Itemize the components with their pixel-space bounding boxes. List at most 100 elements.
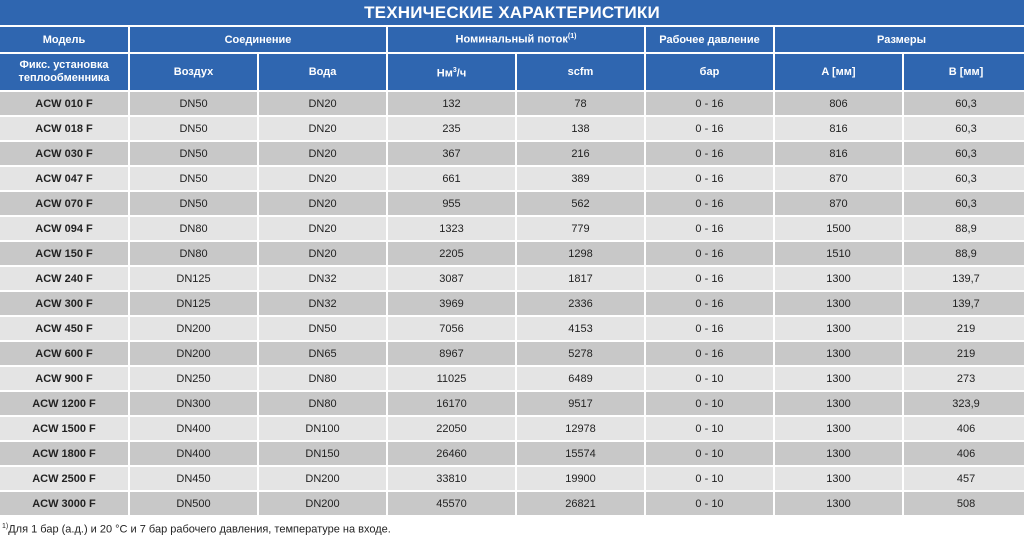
cell-water: DN65: [259, 342, 386, 365]
cell-dim-a: 1300: [775, 492, 902, 515]
cell-dim-a: 1300: [775, 317, 902, 340]
cell-flow-scfm: 6489: [517, 367, 644, 390]
cell-flow-scfm: 78: [517, 92, 644, 115]
header-air: Воздух: [130, 54, 257, 90]
cell-flow-nm3: 235: [388, 117, 515, 140]
table-row: ACW 094 F DN80 DN20 1323 779 0 - 16 1500 88,9: [0, 217, 1024, 240]
cell-model: ACW 047 F: [0, 167, 128, 190]
cell-dim-b: 60,3: [904, 92, 1024, 115]
cell-dim-b: 88,9: [904, 217, 1024, 240]
cell-dim-b: 406: [904, 442, 1024, 465]
cell-air: DN300: [130, 392, 257, 415]
cell-water: DN20: [259, 92, 386, 115]
cell-flow-nm3: 1323: [388, 217, 515, 240]
cell-dim-a: 816: [775, 142, 902, 165]
cell-model: ACW 240 F: [0, 267, 128, 290]
cell-model: ACW 030 F: [0, 142, 128, 165]
header-nm3: Нм3/ч: [388, 54, 515, 90]
table-row: ACW 1200 F DN300 DN80 16170 9517 0 - 10 1300 32…: [0, 392, 1024, 415]
cell-pressure: 0 - 10: [646, 367, 773, 390]
cell-model: ACW 150 F: [0, 242, 128, 265]
header-flow-label: Номинальный поток: [455, 33, 568, 46]
cell-flow-scfm: 9517: [517, 392, 644, 415]
table-row: ACW 018 F DN50 DN20 235 138 0 - 16 816 60,3: [0, 117, 1024, 140]
table-row: ACW 240 F DN125 DN32 3087 1817 0 - 16 1300 139,…: [0, 267, 1024, 290]
cell-flow-nm3: 8967: [388, 342, 515, 365]
cell-dim-a: 1300: [775, 392, 902, 415]
cell-dim-b: 139,7: [904, 292, 1024, 315]
nm3-tail: /ч: [456, 67, 467, 80]
header-bar: бар: [646, 54, 773, 90]
table-row: ACW 070 F DN50 DN20 955 562 0 - 16 870 60,3: [0, 192, 1024, 215]
cell-flow-scfm: 562: [517, 192, 644, 215]
header-dimensions: Размеры: [775, 27, 1024, 52]
cell-model: ACW 1500 F: [0, 417, 128, 440]
cell-dim-b: 219: [904, 342, 1024, 365]
cell-water: DN150: [259, 442, 386, 465]
cell-dim-b: 406: [904, 417, 1024, 440]
footnote-mark: 1): [2, 523, 9, 530]
cell-dim-a: 1500: [775, 217, 902, 240]
cell-pressure: 0 - 16: [646, 192, 773, 215]
table-row: ACW 600 F DN200 DN65 8967 5278 0 - 16 1300 219: [0, 342, 1024, 365]
cell-flow-nm3: 955: [388, 192, 515, 215]
cell-water: DN80: [259, 367, 386, 390]
cell-water: DN80: [259, 392, 386, 415]
cell-dim-b: 508: [904, 492, 1024, 515]
cell-air: DN80: [130, 242, 257, 265]
cell-air: DN450: [130, 467, 257, 490]
cell-dim-b: 88,9: [904, 242, 1024, 265]
cell-dim-a: 1300: [775, 442, 902, 465]
cell-dim-b: 273: [904, 367, 1024, 390]
cell-flow-scfm: 19900: [517, 467, 644, 490]
cell-pressure: 0 - 10: [646, 392, 773, 415]
cell-dim-a: 1300: [775, 417, 902, 440]
cell-flow-scfm: 216: [517, 142, 644, 165]
header-a: A [мм]: [775, 54, 902, 90]
cell-water: DN20: [259, 117, 386, 140]
cell-model: ACW 600 F: [0, 342, 128, 365]
cell-flow-scfm: 2336: [517, 292, 644, 315]
cell-air: DN50: [130, 92, 257, 115]
table-row: ACW 010 F DN50 DN20 132 78 0 - 16 806 60,3: [0, 92, 1024, 115]
cell-water: DN200: [259, 492, 386, 515]
cell-flow-scfm: 4153: [517, 317, 644, 340]
table-title: ТЕХНИЧЕСКИЕ ХАРАКТЕРИСТИКИ: [0, 0, 1024, 25]
cell-dim-b: 323,9: [904, 392, 1024, 415]
cell-air: DN200: [130, 342, 257, 365]
cell-model: ACW 900 F: [0, 367, 128, 390]
cell-flow-nm3: 45570: [388, 492, 515, 515]
cell-flow-nm3: 26460: [388, 442, 515, 465]
table-row: ACW 300 F DN125 DN32 3969 2336 0 - 16 1300 139,…: [0, 292, 1024, 315]
table-row: ACW 030 F DN50 DN20 367 216 0 - 16 816 60,3: [0, 142, 1024, 165]
cell-dim-a: 1300: [775, 467, 902, 490]
cell-water: DN200: [259, 467, 386, 490]
cell-air: DN50: [130, 117, 257, 140]
cell-pressure: 0 - 16: [646, 342, 773, 365]
cell-dim-a: 1300: [775, 367, 902, 390]
cell-model: ACW 1200 F: [0, 392, 128, 415]
table-row: ACW 2500 F DN450 DN200 33810 19900 0 - 10 1300…: [0, 467, 1024, 490]
cell-model: ACW 450 F: [0, 317, 128, 340]
header-flow: Номинальный поток(1): [388, 27, 644, 52]
cell-air: DN50: [130, 192, 257, 215]
cell-dim-a: 1300: [775, 342, 902, 365]
nm3-sup: 3: [452, 66, 457, 74]
cell-air: DN50: [130, 142, 257, 165]
header-model: Модель: [0, 27, 128, 52]
cell-water: DN32: [259, 267, 386, 290]
cell-pressure: 0 - 10: [646, 467, 773, 490]
cell-dim-b: 139,7: [904, 267, 1024, 290]
cell-pressure: 0 - 16: [646, 317, 773, 340]
header-water: Вода: [259, 54, 386, 90]
cell-pressure: 0 - 16: [646, 267, 773, 290]
cell-model: ACW 1800 F: [0, 442, 128, 465]
cell-air: DN250: [130, 367, 257, 390]
cell-pressure: 0 - 16: [646, 242, 773, 265]
cell-water: DN100: [259, 417, 386, 440]
cell-dim-b: 60,3: [904, 142, 1024, 165]
cell-dim-b: 60,3: [904, 117, 1024, 140]
cell-model: ACW 3000 F: [0, 492, 128, 515]
cell-water: DN20: [259, 217, 386, 240]
cell-pressure: 0 - 16: [646, 117, 773, 140]
